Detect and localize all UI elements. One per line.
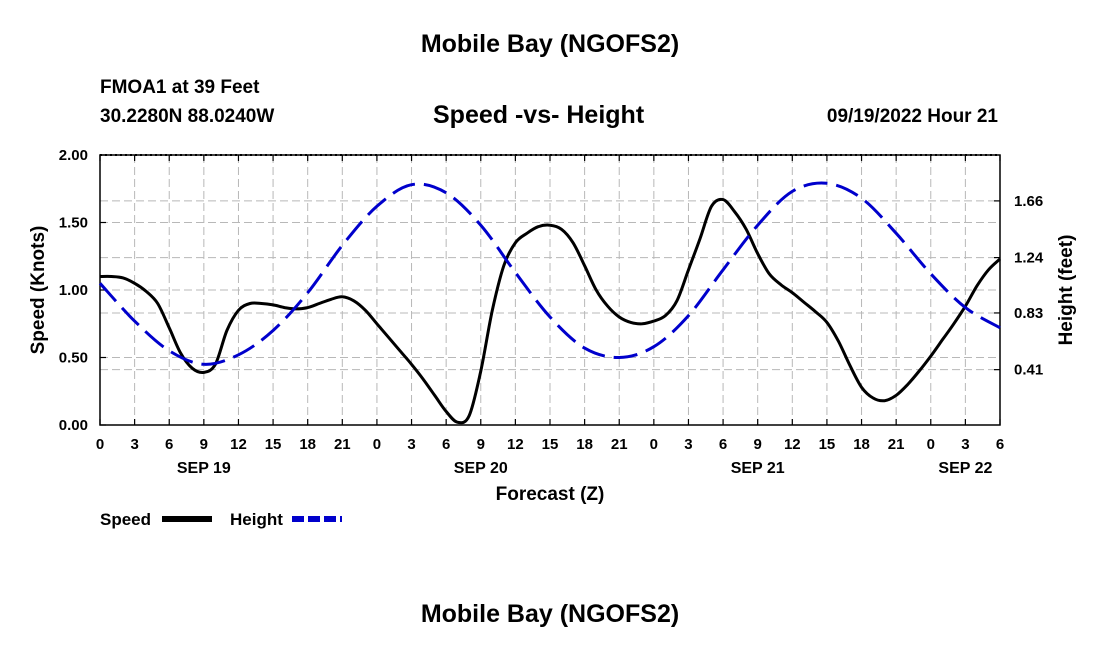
- x-tick-label: 6: [719, 436, 727, 453]
- y2-tick-label: 1.24: [1014, 250, 1044, 267]
- x-tick-label: 21: [334, 436, 351, 453]
- x-tick-label: 18: [853, 436, 870, 453]
- x-tick-label: 6: [165, 436, 173, 453]
- y-tick-label: 0.00: [59, 417, 88, 434]
- footer-title: Mobile Bay (NGOFS2): [420, 600, 680, 628]
- y-tick-label: 0.50: [59, 350, 88, 367]
- y-tick-label: 1.50: [59, 215, 88, 232]
- forecast-datetime: 09/19/2022 Hour 21: [826, 106, 998, 127]
- coordinates-label: 30.2280N 88.0240W: [100, 106, 275, 127]
- x-tick-label: 0: [927, 436, 935, 453]
- height-series-line: [98, 181, 1001, 366]
- x-tick-label: 3: [130, 436, 138, 453]
- x-tick-label: 6: [996, 436, 1004, 453]
- y-tick-label: 2.00: [59, 147, 88, 164]
- x-date-label: SEP 22: [938, 460, 992, 477]
- x-tick-label: 6: [442, 436, 450, 453]
- x-axis-title: Forecast (Z): [496, 484, 605, 505]
- x-tick-label: 12: [507, 436, 524, 453]
- x-tick-label: 12: [784, 436, 801, 453]
- x-tick-label: 21: [611, 436, 628, 453]
- x-date-label: SEP 21: [731, 460, 785, 477]
- y-axis-title: Speed (Knots): [28, 226, 49, 355]
- x-tick-label: 15: [542, 436, 559, 453]
- y2-tick-label: 0.83: [1014, 305, 1043, 322]
- x-tick-label: 0: [650, 436, 658, 453]
- x-tick-label: 21: [888, 436, 905, 453]
- y-tick-label: 1.00: [59, 282, 88, 299]
- x-tick-label: 18: [299, 436, 316, 453]
- x-date-label: SEP 19: [177, 460, 231, 477]
- speed-series-line: [99, 197, 1002, 425]
- x-tick-label: 9: [754, 436, 762, 453]
- page-title: Mobile Bay (NGOFS2): [420, 30, 680, 58]
- x-tick-label: 0: [96, 436, 104, 453]
- x-tick-label: 0: [373, 436, 381, 453]
- x-date-label: SEP 20: [454, 460, 508, 477]
- y2-tick-label: 0.41: [1014, 362, 1043, 379]
- chart-subtitle: Speed -vs- Height: [433, 101, 645, 129]
- x-tick-label: 9: [200, 436, 208, 453]
- x-tick-label: 15: [265, 436, 282, 453]
- x-tick-label: 3: [684, 436, 692, 453]
- x-tick-label: 18: [576, 436, 593, 453]
- y2-tick-label: 1.66: [1014, 193, 1043, 210]
- station-label: FMOA1 at 39 Feet: [100, 77, 260, 98]
- legend-speed-label: Speed: [100, 510, 151, 529]
- x-tick-label: 3: [961, 436, 969, 453]
- x-tick-label: 3: [407, 436, 415, 453]
- x-tick-label: 9: [477, 436, 485, 453]
- x-tick-label: 15: [819, 436, 836, 453]
- x-tick-label: 12: [230, 436, 247, 453]
- y2-axis-title: Height (feet): [1056, 235, 1077, 346]
- legend-height-label: Height: [230, 510, 283, 529]
